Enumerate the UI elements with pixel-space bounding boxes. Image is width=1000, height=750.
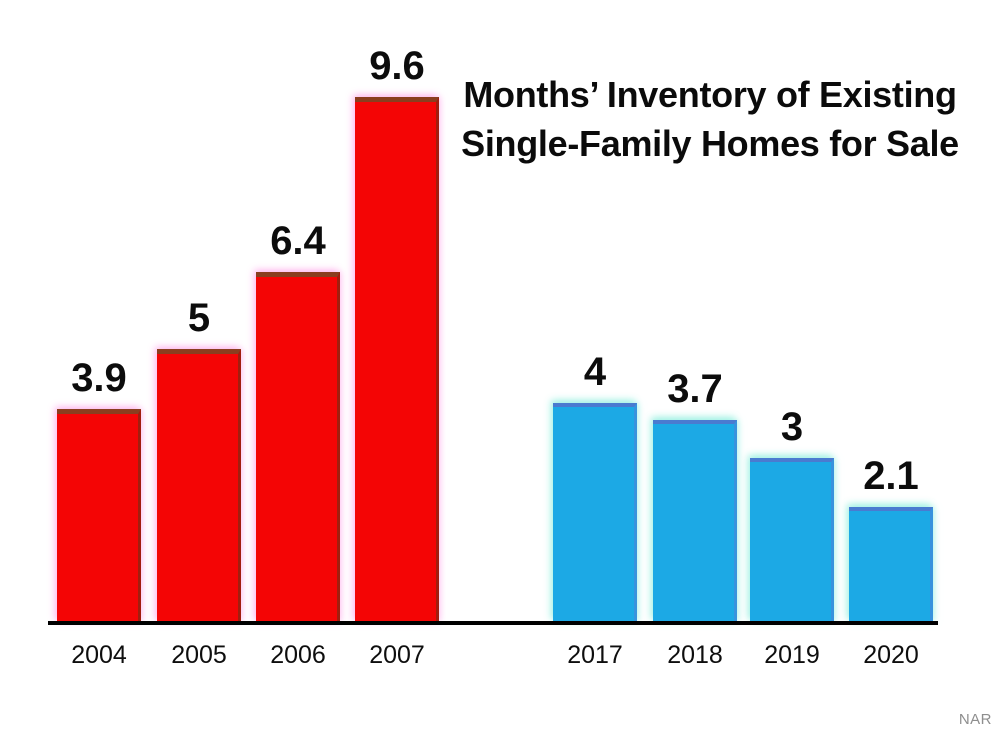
bar-2006: [256, 272, 340, 622]
value-label-2007: 9.6: [369, 44, 425, 88]
value-label-2017: 4: [583, 350, 607, 394]
category-label-2019: 2019: [764, 641, 820, 669]
bar-2004: [57, 409, 141, 622]
chart-title-line-1: Months’ Inventory of Existing: [463, 74, 957, 115]
value-label-2019: 3: [780, 405, 804, 449]
chart-title: Months’ Inventory of Existing Single-Fam…: [430, 70, 990, 168]
category-label-2004: 2004: [71, 641, 127, 669]
value-label-2004: 3.9: [71, 356, 127, 400]
chart-title-line-2: Single-Family Homes for Sale: [461, 123, 959, 164]
bar-2017: [553, 403, 637, 622]
source-attribution: NAR: [958, 711, 992, 728]
category-label-2007: 2007: [369, 641, 425, 669]
category-label-2020: 2020: [863, 641, 919, 669]
bar-2007: [355, 97, 439, 622]
bar-2005: [157, 349, 241, 622]
category-label-2017: 2017: [567, 641, 623, 669]
bar-2019: [750, 458, 834, 622]
value-label-2005: 5: [187, 296, 211, 340]
x-axis-line: [48, 621, 938, 625]
category-label-2018: 2018: [667, 641, 723, 669]
bar-2020: [849, 507, 933, 622]
value-label-2020: 2.1: [863, 454, 919, 498]
category-label-2005: 2005: [171, 641, 227, 669]
value-label-2006: 6.4: [270, 219, 326, 263]
bar-2018: [653, 420, 737, 622]
category-label-2006: 2006: [270, 641, 326, 669]
value-label-2018: 3.7: [667, 367, 723, 411]
